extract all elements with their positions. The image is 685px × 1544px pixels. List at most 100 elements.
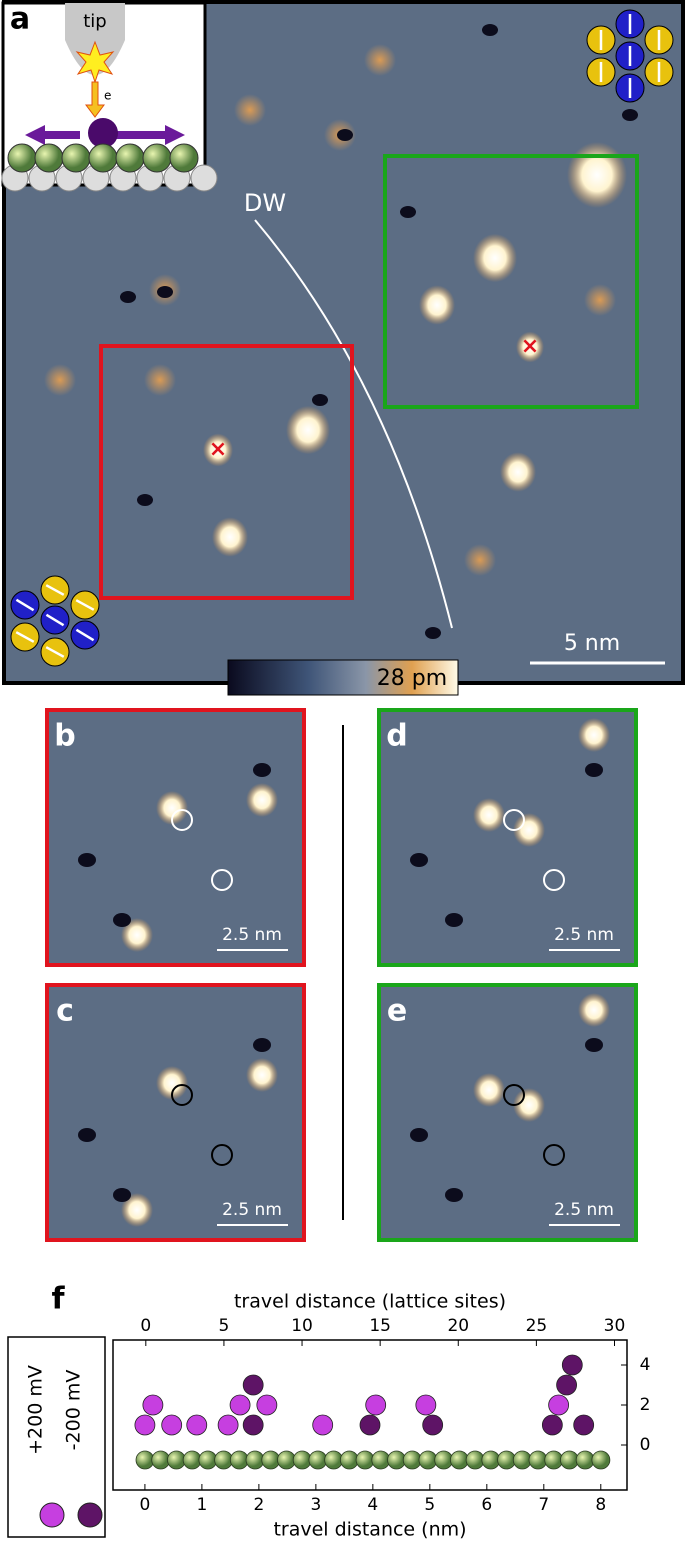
data-point [217,1414,239,1436]
substrate-atom [229,1450,249,1470]
legend-label: +200 mV [25,1365,47,1455]
data-point [134,1414,156,1436]
substrate-atom [292,1450,312,1470]
marker-circle [543,869,565,891]
substrate-atom [418,1450,438,1470]
data-point [242,1414,264,1436]
substrate-atom [182,1450,202,1470]
dark-defect [137,494,153,506]
dark-defect [113,913,131,927]
tip-shape [65,3,125,75]
substrate-atom [7,143,37,173]
cross: × [521,334,539,359]
data-point [541,1414,563,1436]
substrate-atom [339,1450,359,1470]
y-tick-label: 0 [640,1435,651,1455]
dark-defect [425,627,441,639]
adatom-blob [567,142,627,208]
dark-defect [113,1188,131,1202]
substrate-atom [169,143,199,173]
substrate-atom [261,1450,281,1470]
adatom-blob [513,813,545,847]
dark-defect [78,1128,96,1142]
colorbar [227,659,459,696]
x2-tick-label: 25 [526,1316,548,1336]
tip-label: tip [83,11,106,32]
orange-feature [144,364,176,396]
panel-label: c [56,994,74,1029]
x2-tick-label: 30 [604,1316,626,1336]
surface [1,143,218,192]
electron-label: e [104,89,111,103]
marker-circle [503,1084,525,1106]
red-box [99,344,354,600]
x-tick-label: 5 [424,1495,435,1515]
panel-label: e [387,994,407,1029]
marker-circle [211,869,233,891]
dark-defect [120,291,136,303]
adatom-blob [473,798,505,832]
data-point [556,1374,577,1396]
marker-circle [211,1144,233,1166]
panel-label: d [386,719,407,754]
legend-swatch [77,1502,103,1528]
substrate-atom [61,143,91,173]
adatom-blob [473,1073,505,1107]
adatom-blob [516,331,544,363]
substrate-atom [481,1450,501,1470]
spin-arrow [75,599,95,611]
x-tick-label: 1 [196,1495,207,1515]
adatom-blob [578,718,610,752]
x2-axis-title: travel distance (lattice sites) [234,1291,506,1313]
dark-defect [445,1188,463,1202]
x2-tick-label: 10 [291,1316,313,1336]
substrate-atom [214,1450,234,1470]
x2-tick-label: 5 [219,1316,230,1336]
orange-feature [464,544,496,576]
data-point [422,1414,444,1436]
data-point [312,1414,334,1436]
spin-arrow [45,613,65,627]
dark-defect [312,394,328,406]
stm-panel [45,708,306,967]
spin-arrow [15,598,35,612]
substrate-atom [591,1450,611,1470]
arrow-right-head [165,125,185,145]
spin-arrow [45,584,65,596]
chart: f travel distance (lattice sites) travel d… [7,1282,651,1541]
y-tick-label: 4 [640,1355,651,1375]
marker-circle [171,1084,193,1106]
substrate-atom [198,1450,218,1470]
adatom-blob [121,918,153,952]
substrate-atom [88,143,118,173]
spin-arrow [15,631,35,643]
orange-feature [234,94,266,126]
substrate-atom [245,1450,265,1470]
spin-arrow [45,646,65,658]
adatom-blob [121,1193,153,1227]
arrow-left [40,131,80,139]
data-point [561,1354,583,1376]
dark-defect [337,129,353,141]
adatom-blob [246,783,278,817]
adatom-blob [212,517,248,557]
substrate-atom [135,1450,155,1470]
dark-defect [410,853,428,867]
substrate-atom [190,164,218,192]
x-tick-label: 0 [139,1495,150,1515]
substrate-atom [465,1450,485,1470]
adatom-blob [156,791,188,825]
dark-defect [410,1128,428,1142]
dark-defect [400,206,416,218]
data-point [186,1414,208,1436]
substrate-atom [528,1450,548,1470]
substrate-atom [142,143,172,173]
colorbar-label: 28 pm [377,666,447,691]
dark-defect [585,1038,603,1052]
y-tick-label: 2 [640,1395,651,1415]
scale-label: 2.5 nm [222,925,282,945]
subpanels: b 2.5 nm c 2.5 nm d 2.5 nm e 2.5 nm [45,708,638,1242]
dw-label: DW [244,189,286,217]
arrow-right [115,131,165,139]
dark-defect [482,24,498,36]
